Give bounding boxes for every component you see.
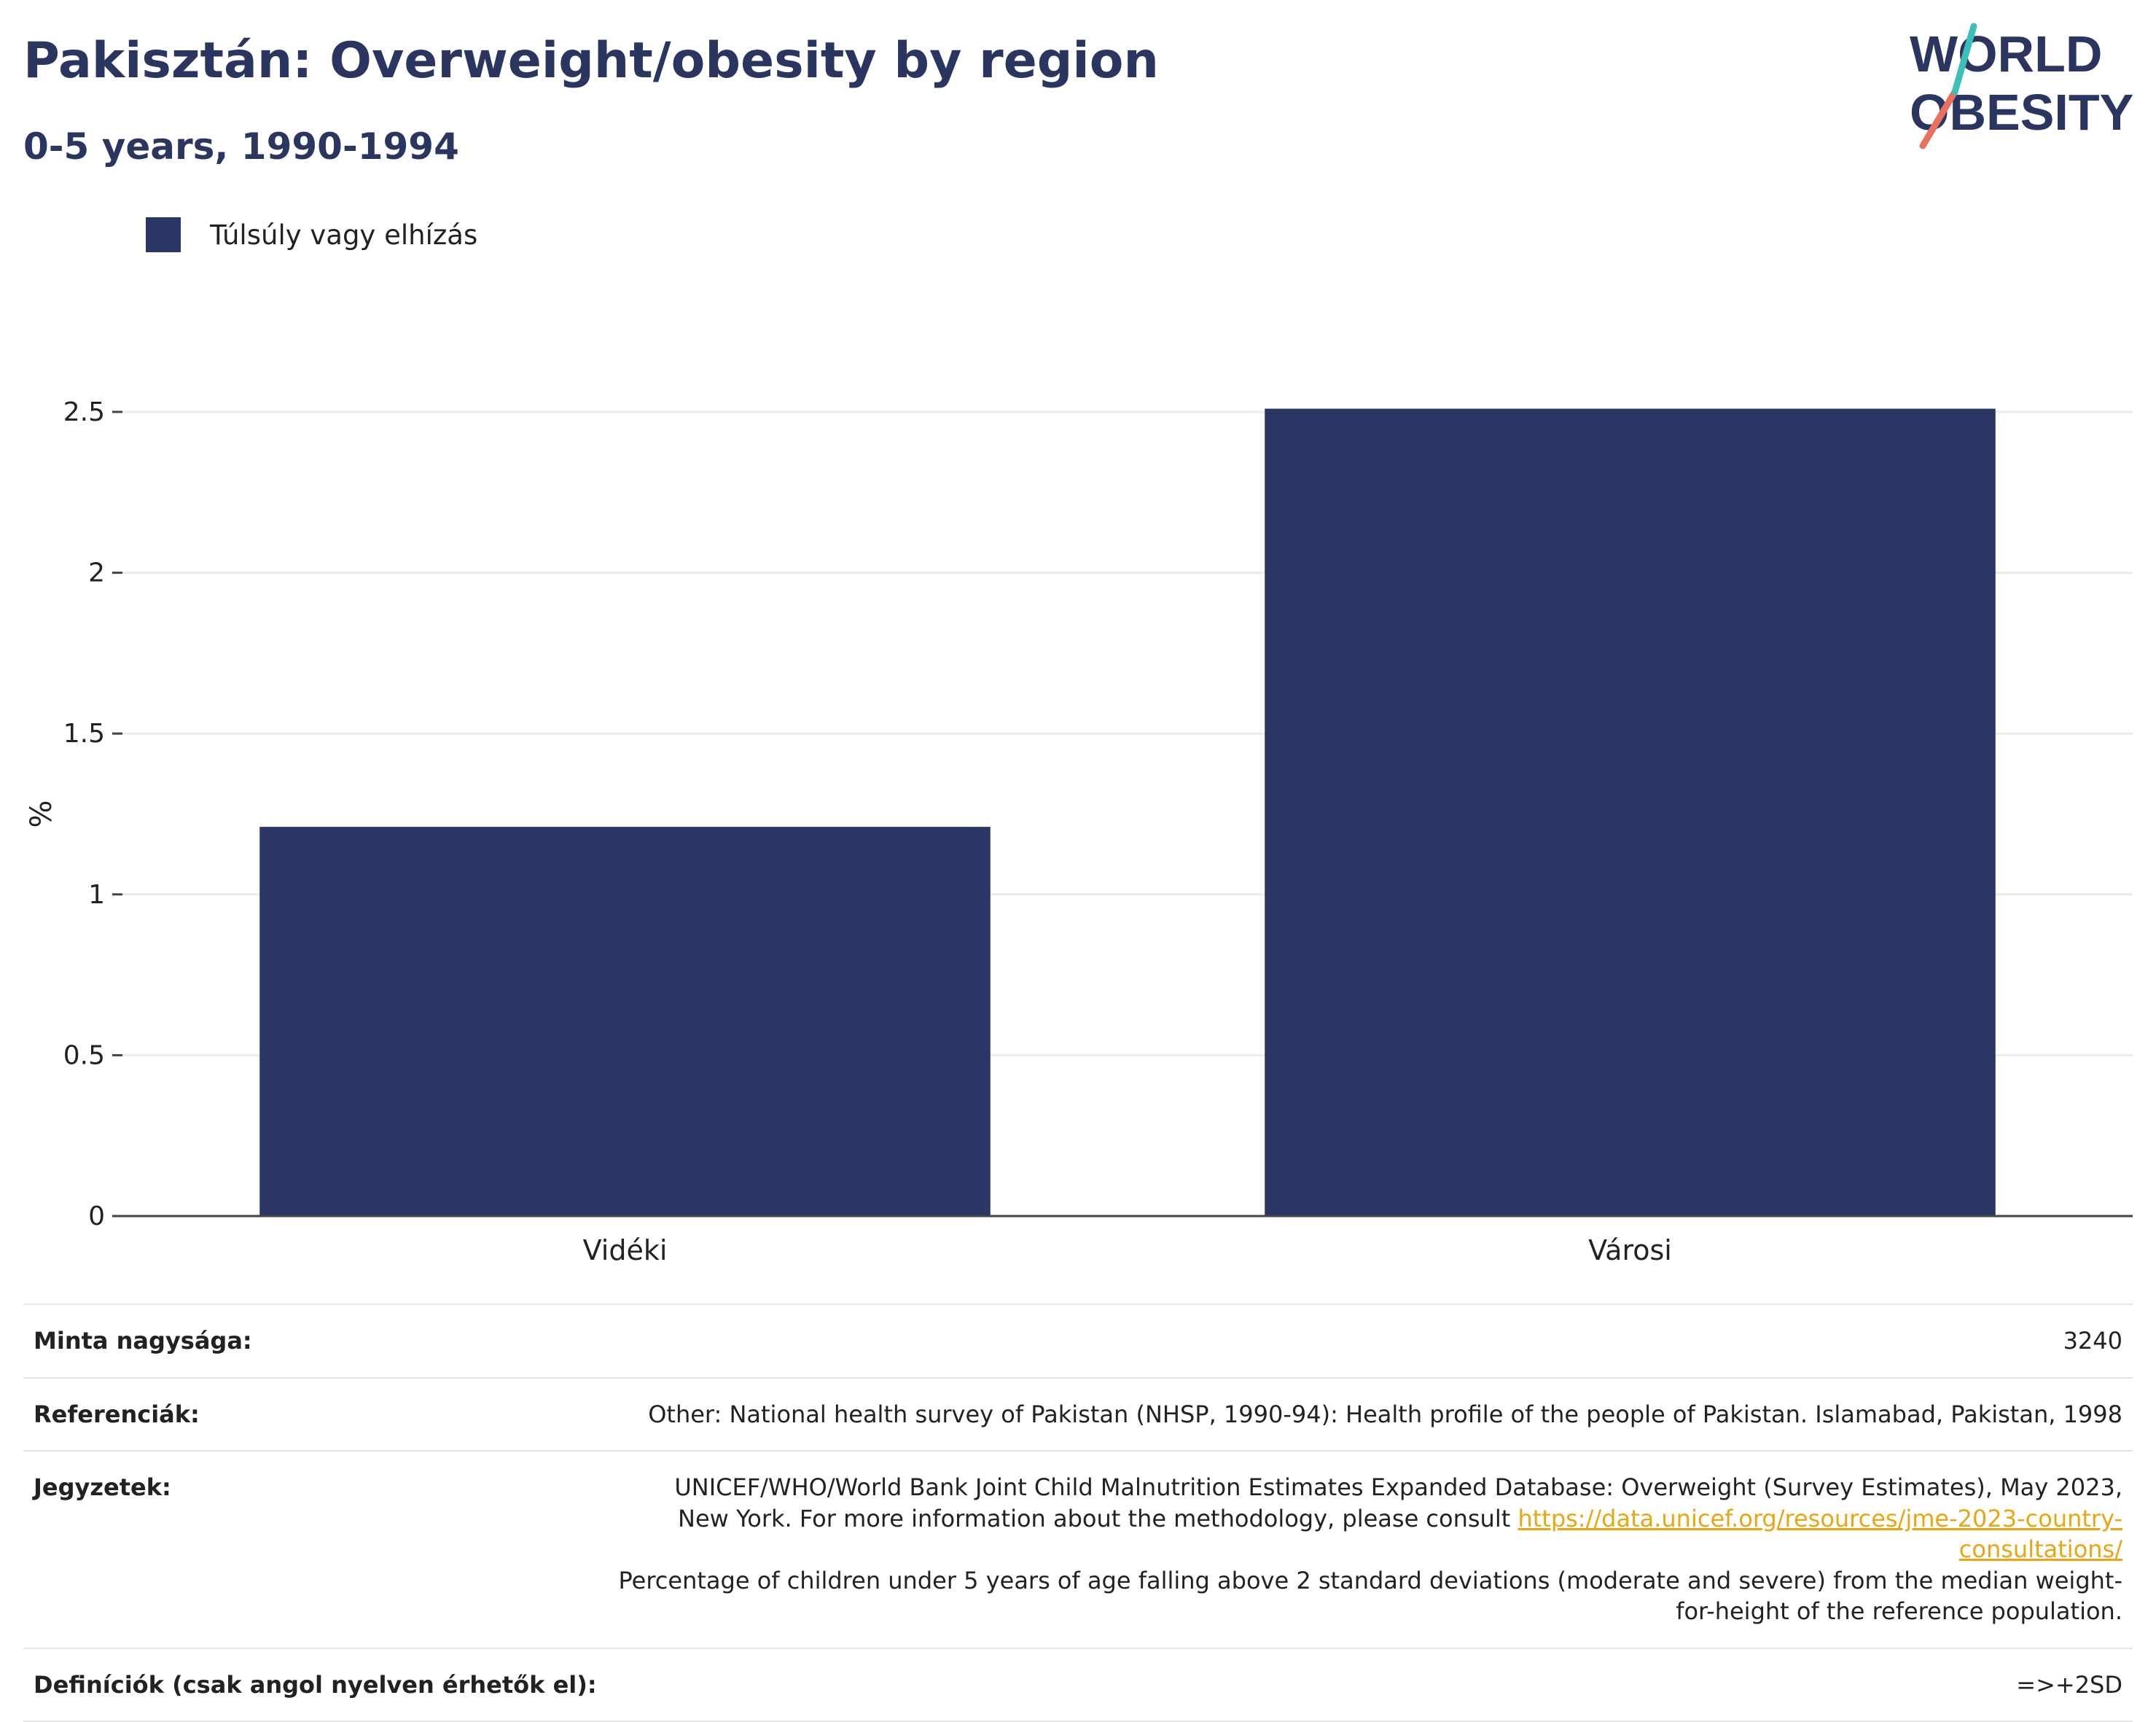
definitions-label: Definíciók (csak angol nyelven érhetők e…: [23, 1647, 607, 1722]
logo-line2: OBESITY: [1910, 84, 2133, 141]
definitions-value: =>+2SD: [606, 1647, 2133, 1722]
notes-text-1: UNICEF/WHO/World Bank Joint Child Malnut…: [674, 1473, 2122, 1532]
y-tick-label: 2.5: [63, 397, 105, 427]
notes-value: UNICEF/WHO/World Bank Joint Child Malnut…: [606, 1450, 2133, 1649]
sample-size-value: 3240: [606, 1304, 2133, 1379]
notes-text-2: Percentage of children under 5 years of …: [618, 1566, 2123, 1626]
chart-subtitle: 0-5 years, 1990-1994: [23, 125, 459, 168]
y-tick-label: 0.5: [63, 1040, 105, 1070]
y-tick-label: 1.5: [63, 719, 105, 749]
definitions-row: Definíciók (csak angol nyelven érhetők e…: [23, 1647, 2133, 1722]
bar: [259, 827, 991, 1216]
bar-chart: 0 0.5 1 1.5 2 2.5% Vidéki Városi: [25, 397, 2133, 1266]
logo-line1: WORLD: [1910, 26, 2102, 82]
references-label: Referenciák:: [23, 1376, 607, 1452]
references-row: Referenciák: Other: National health surv…: [23, 1376, 2133, 1452]
bar: [1265, 408, 1996, 1216]
chart-title: Pakisztán: Overweight/obesity by region: [23, 32, 1159, 90]
notes-link[interactable]: https://data.unicef.org/resources/jme-20…: [1518, 1504, 2122, 1564]
x-tick-label: Vidéki: [583, 1234, 668, 1266]
info-table: Minta nagysága: 3240 Referenciák: Other:…: [23, 1304, 2133, 1722]
world-obesity-logo: WORLD OBESITY: [1910, 23, 2133, 149]
y-tick-label: 2: [88, 558, 105, 588]
legend-label: Túlsúly vagy elhízás: [210, 219, 478, 251]
notes-label: Jegyzetek:: [23, 1450, 607, 1649]
sample-size-label: Minta nagysága:: [23, 1304, 607, 1379]
y-tick-label: 1: [88, 880, 105, 910]
y-tick-label: 0: [88, 1201, 105, 1231]
y-axis-label: %: [25, 800, 58, 827]
sample-size-row: Minta nagysága: 3240: [23, 1304, 2133, 1379]
notes-row: Jegyzetek: UNICEF/WHO/World Bank Joint C…: [23, 1450, 2133, 1649]
references-value: Other: National health survey of Pakista…: [606, 1376, 2133, 1452]
x-tick-label: Városi: [1588, 1234, 1672, 1266]
legend-swatch: [146, 217, 181, 252]
legend: Túlsúly vagy elhízás: [146, 217, 477, 252]
